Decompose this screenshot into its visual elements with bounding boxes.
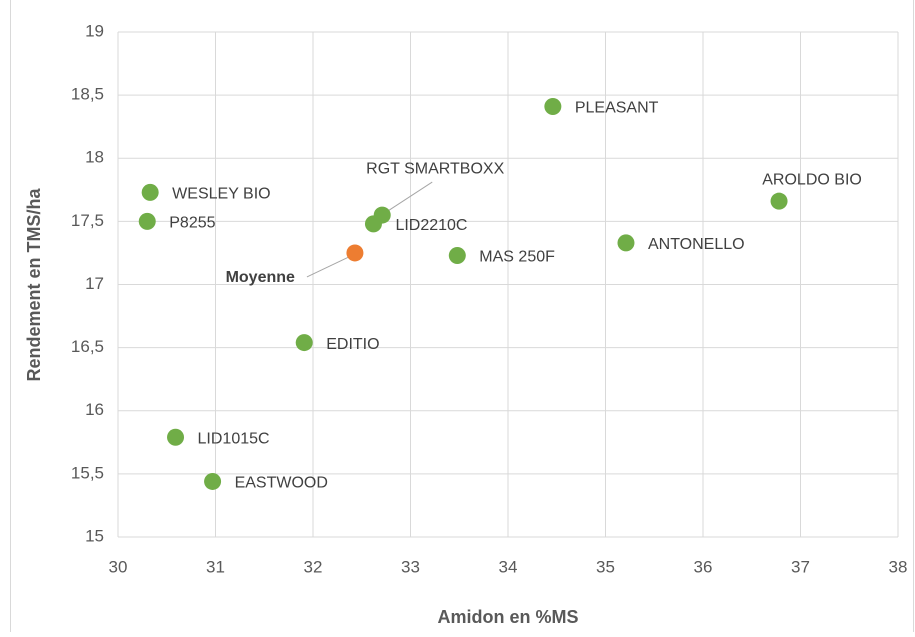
point	[167, 428, 185, 446]
point	[617, 234, 635, 252]
y-tick-label: 19	[85, 21, 104, 40]
point	[295, 334, 313, 352]
leader-line	[385, 181, 433, 213]
x-tick-label: 36	[694, 557, 713, 576]
y-tick-label: 16,5	[71, 337, 104, 356]
point	[138, 212, 156, 230]
y-tick-label: 18,5	[71, 85, 104, 104]
point-label: ANTONELLO	[648, 236, 745, 253]
x-tick-label: 30	[109, 557, 128, 576]
point	[448, 246, 466, 264]
x-tick-label: 38	[889, 557, 908, 576]
y-tick-label: 15,5	[71, 463, 104, 482]
point-label: PLEASANT	[575, 100, 659, 117]
point	[544, 97, 562, 115]
point-label: Moyenne	[226, 269, 295, 286]
x-tick-label: 34	[499, 557, 518, 576]
x-axis-title: Amidon en %MS	[437, 607, 578, 627]
chart-frame	[10, 0, 914, 637]
point-label: EDITIO	[326, 336, 379, 353]
point-label: WESLEY BIO	[172, 186, 270, 203]
x-tick-label: 33	[401, 557, 420, 576]
point-label: LID1015C	[198, 430, 270, 447]
y-tick-label: 15	[85, 526, 104, 545]
y-tick-label: 16	[85, 400, 104, 419]
y-tick-label: 18	[85, 148, 104, 167]
y-tick-label: 17	[85, 274, 104, 293]
x-tick-label: 35	[596, 557, 615, 576]
point-label: MAS 250F	[479, 249, 555, 266]
y-axis-title: Rendement en TMS/ha	[24, 188, 44, 382]
point-label: P8255	[169, 215, 215, 232]
y-tick-label: 17,5	[71, 211, 104, 230]
leader-line	[306, 256, 350, 278]
point-label: LID2210C	[395, 217, 467, 234]
point-label: EASTWOOD	[235, 475, 328, 492]
point-label: AROLDO BIO	[762, 171, 862, 188]
x-tick-label: 31	[206, 557, 225, 576]
point	[204, 472, 222, 490]
point	[770, 192, 788, 210]
point-label: RGT SMARTBOXX	[366, 160, 504, 177]
point	[346, 244, 364, 262]
x-tick-label: 32	[304, 557, 323, 576]
x-tick-label: 37	[791, 557, 810, 576]
point	[364, 215, 382, 233]
point	[141, 183, 159, 201]
